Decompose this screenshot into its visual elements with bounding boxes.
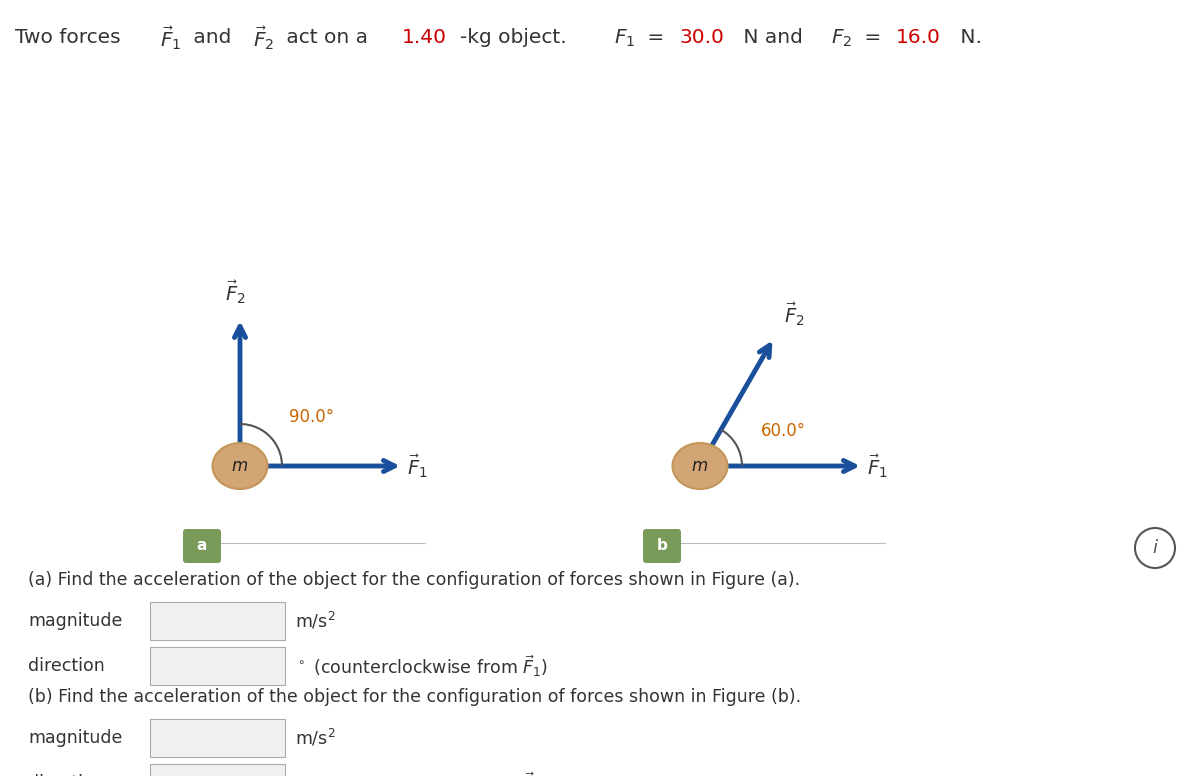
- Text: $^\circ$ (counterclockwise from $\vec{F}_1$): $^\circ$ (counterclockwise from $\vec{F}…: [295, 653, 548, 679]
- Text: b: b: [656, 539, 667, 553]
- Text: $\vec{F}_1$: $\vec{F}_1$: [160, 24, 181, 52]
- Text: i: i: [1152, 539, 1158, 557]
- Text: 60.0°: 60.0°: [761, 422, 805, 440]
- Text: N.: N.: [954, 29, 982, 47]
- Text: Two forces: Two forces: [14, 29, 127, 47]
- Text: m/s$^2$: m/s$^2$: [295, 611, 336, 632]
- Text: magnitude: magnitude: [28, 612, 122, 630]
- Text: -kg object.: -kg object.: [460, 29, 580, 47]
- Text: a: a: [197, 539, 208, 553]
- FancyBboxPatch shape: [150, 602, 286, 640]
- Text: (a) Find the acceleration of the object for the configuration of forces shown in: (a) Find the acceleration of the object …: [28, 571, 800, 589]
- Text: N and: N and: [738, 29, 810, 47]
- Text: $F_2$: $F_2$: [830, 27, 852, 49]
- Text: act on a: act on a: [280, 29, 374, 47]
- Text: $F_1$: $F_1$: [614, 27, 635, 49]
- Text: and: and: [187, 29, 238, 47]
- Text: (b) Find the acceleration of the object for the configuration of forces shown in: (b) Find the acceleration of the object …: [28, 688, 802, 706]
- Text: m/s$^2$: m/s$^2$: [295, 727, 336, 749]
- Text: $m$: $m$: [232, 457, 248, 475]
- Ellipse shape: [212, 443, 268, 489]
- Text: 30.0: 30.0: [679, 29, 725, 47]
- Text: $^\circ$ (counterclockwise from $\vec{F}_1$): $^\circ$ (counterclockwise from $\vec{F}…: [295, 771, 548, 776]
- FancyBboxPatch shape: [150, 719, 286, 757]
- Text: $\vec{F}_1$: $\vec{F}_1$: [407, 452, 427, 480]
- Text: 90.0°: 90.0°: [289, 407, 335, 425]
- Text: $\vec{F}_1$: $\vec{F}_1$: [866, 452, 888, 480]
- Text: =: =: [858, 29, 888, 47]
- Text: 16.0: 16.0: [896, 29, 941, 47]
- Text: $\vec{F}_2$: $\vec{F}_2$: [224, 279, 245, 306]
- Text: $\vec{F}_2$: $\vec{F}_2$: [253, 24, 274, 52]
- Text: 1.40: 1.40: [402, 29, 446, 47]
- Text: $m$: $m$: [691, 457, 708, 475]
- Text: $\vec{F}_2$: $\vec{F}_2$: [785, 301, 805, 328]
- Text: =: =: [641, 29, 671, 47]
- Text: direction: direction: [28, 774, 104, 776]
- Text: magnitude: magnitude: [28, 729, 122, 747]
- Text: direction: direction: [28, 657, 104, 675]
- FancyBboxPatch shape: [150, 647, 286, 685]
- FancyBboxPatch shape: [643, 529, 682, 563]
- FancyBboxPatch shape: [182, 529, 221, 563]
- Ellipse shape: [672, 443, 727, 489]
- FancyBboxPatch shape: [150, 764, 286, 776]
